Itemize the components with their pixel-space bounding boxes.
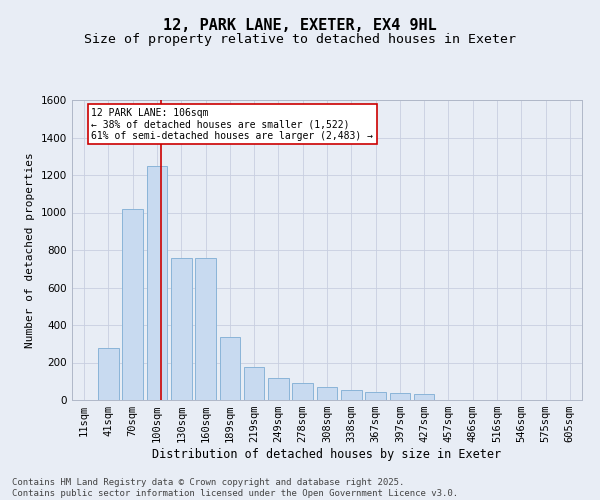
Bar (414, 394, 434, 400)
Text: 12 PARK LANE: 106sqm
← 38% of detached houses are smaller (1,522)
61% of semi-de: 12 PARK LANE: 106sqm ← 38% of detached h… (91, 108, 373, 140)
Bar (365, 392, 386, 400)
Bar (389, 392, 410, 400)
Bar (171, 258, 191, 400)
Bar (195, 258, 216, 400)
Bar (122, 209, 143, 400)
Bar (292, 383, 313, 400)
Text: 12, PARK LANE, EXETER, EX4 9HL: 12, PARK LANE, EXETER, EX4 9HL (163, 18, 437, 32)
Bar (317, 387, 337, 400)
Bar (244, 367, 265, 400)
Bar (220, 337, 240, 400)
Bar (146, 166, 167, 400)
Text: Size of property relative to detached houses in Exeter: Size of property relative to detached ho… (84, 32, 516, 46)
Bar (98, 348, 119, 400)
Bar (268, 378, 289, 400)
X-axis label: Distribution of detached houses by size in Exeter: Distribution of detached houses by size … (152, 448, 502, 461)
Text: Contains HM Land Registry data © Crown copyright and database right 2025.
Contai: Contains HM Land Registry data © Crown c… (12, 478, 458, 498)
Y-axis label: Number of detached properties: Number of detached properties (25, 152, 35, 348)
Bar (341, 390, 362, 400)
